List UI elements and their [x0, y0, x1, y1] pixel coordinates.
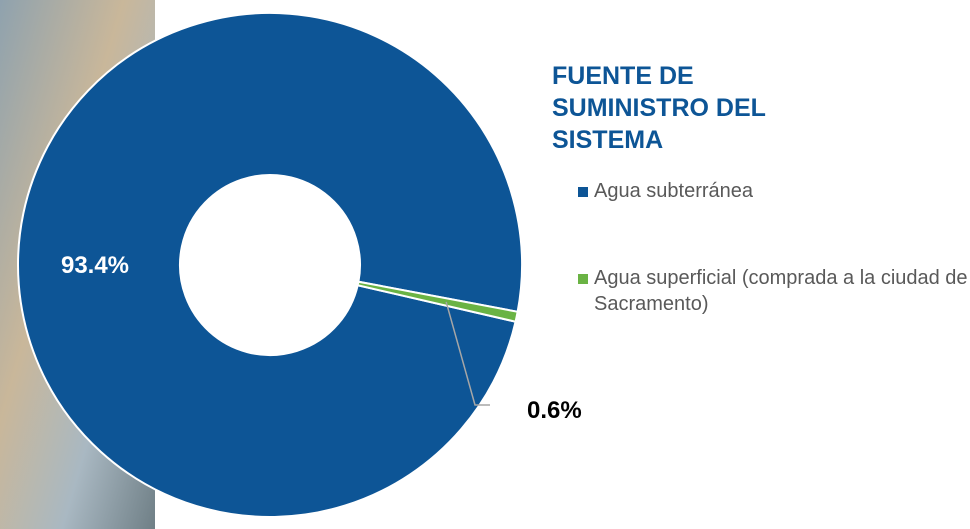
legend-swatch	[578, 187, 588, 197]
legend-entry: Agua subterránea	[578, 178, 970, 204]
legend-label: Agua superficial (comprada a la ciudad d…	[594, 267, 968, 315]
legend-label: Agua subterránea	[594, 180, 753, 202]
page: 93.4% 0.6% FUENTE DE SUMINISTRO DEL SISTE…	[0, 0, 970, 529]
data-label: 0.6%	[527, 397, 582, 424]
chart-title: FUENTE DE SUMINISTRO DEL SISTEMA	[552, 60, 812, 156]
legend-swatch	[578, 274, 588, 284]
data-label: 93.4%	[61, 252, 129, 279]
legend-entry: Agua superficial (comprada a la ciudad d…	[578, 265, 970, 317]
